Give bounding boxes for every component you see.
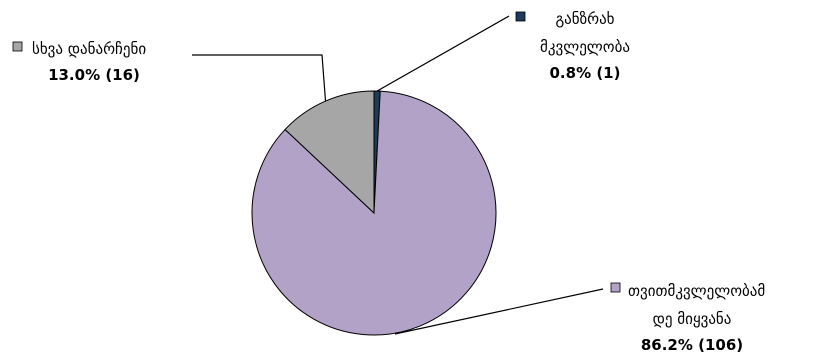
leader-other bbox=[192, 55, 326, 101]
value-intentional-homicide: 0.8% (1) bbox=[550, 64, 621, 82]
label-driven-to-suicide-line2: დე მიყვანა bbox=[653, 310, 732, 328]
value-driven-to-suicide: 86.2% (106) bbox=[641, 336, 743, 354]
legend-swatch-intentional-homicide bbox=[516, 12, 525, 21]
legend-swatch-other bbox=[13, 42, 22, 51]
pie-slices bbox=[252, 91, 496, 335]
label-intentional-homicide-line1: განზრახ bbox=[555, 10, 614, 28]
legend-swatch-driven-to-suicide bbox=[611, 283, 620, 292]
callout-intentional-homicide: განზრახ მკვლელობა 0.8% (1) bbox=[516, 10, 630, 82]
callout-driven-to-suicide: თვითმკვლელობამ დე მიყვანა 86.2% (106) bbox=[611, 282, 765, 354]
label-other: სხვა დანარჩენი bbox=[32, 40, 146, 58]
leader-intentional-homicide bbox=[377, 16, 509, 91]
label-driven-to-suicide-line1: თვითმკვლელობამ bbox=[628, 282, 765, 300]
label-intentional-homicide-line2: მკვლელობა bbox=[540, 38, 630, 56]
value-other: 13.0% (16) bbox=[48, 66, 140, 84]
callout-other: სხვა დანარჩენი 13.0% (16) bbox=[13, 40, 146, 84]
